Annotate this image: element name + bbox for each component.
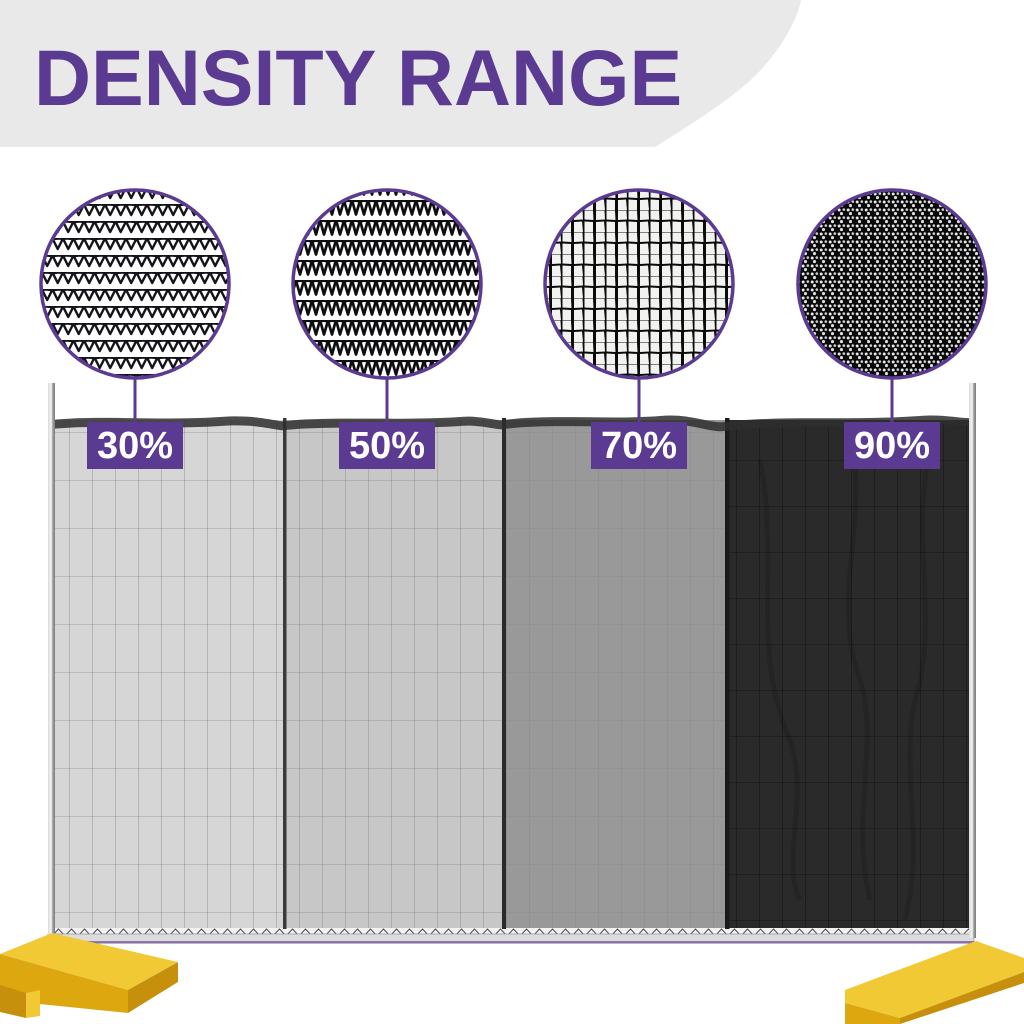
- svg-text:70%: 70%: [601, 425, 677, 467]
- svg-text:50%: 50%: [349, 425, 425, 467]
- svg-text:90%: 90%: [854, 425, 930, 467]
- svg-text:30%: 30%: [97, 425, 173, 467]
